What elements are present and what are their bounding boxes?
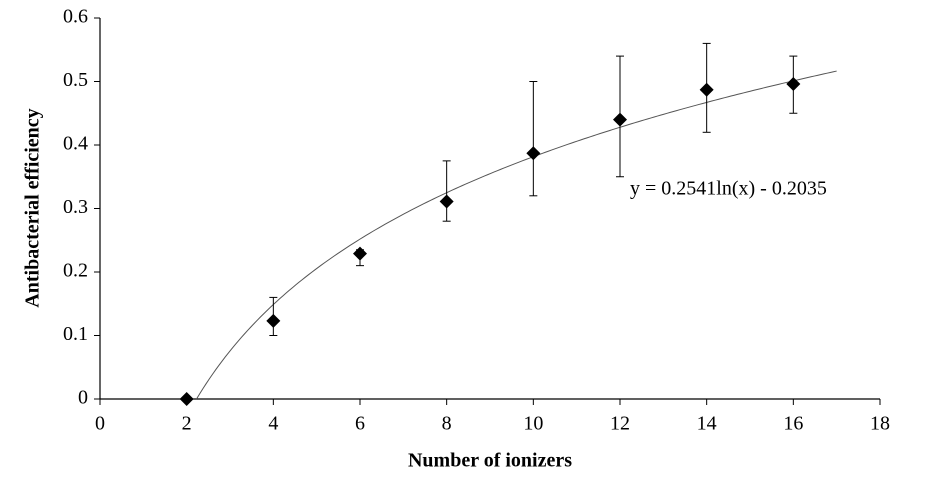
x-tick-label: 18 xyxy=(870,413,890,435)
x-tick-label: 16 xyxy=(783,413,803,435)
point xyxy=(439,194,454,209)
y-tick-label: 0.2 xyxy=(63,260,88,282)
point xyxy=(786,77,801,92)
y-tick-label: 0.6 xyxy=(63,6,88,28)
trendline xyxy=(196,70,837,400)
x-axis-title: Number of ionizers xyxy=(408,450,572,472)
x-tick-label: 0 xyxy=(95,413,105,435)
y-axis-title: Antibacterial efficiency xyxy=(22,108,44,307)
point xyxy=(613,112,627,127)
x-tick-label: 6 xyxy=(355,413,365,435)
y-tick-label: 0 xyxy=(78,387,88,409)
x-tick-label: 2 xyxy=(182,413,192,435)
x-tick-label: 4 xyxy=(268,413,278,435)
y-tick-label: 0.4 xyxy=(63,133,88,155)
point xyxy=(353,246,367,261)
point xyxy=(266,313,281,328)
y-tick-label: 0.3 xyxy=(63,196,88,218)
x-tick-label: 12 xyxy=(610,413,630,435)
y-tick-label: 0.5 xyxy=(63,69,88,91)
x-tick-label: 10 xyxy=(523,413,543,435)
point xyxy=(526,146,541,161)
x-tick-label: 8 xyxy=(442,413,452,435)
x-tick-label: 14 xyxy=(697,413,717,435)
point xyxy=(179,392,194,406)
point xyxy=(699,82,714,97)
trendline-label: y = 0.2541ln(x) - 0.2035 xyxy=(630,178,827,200)
y-tick-label: 0.1 xyxy=(63,323,88,345)
